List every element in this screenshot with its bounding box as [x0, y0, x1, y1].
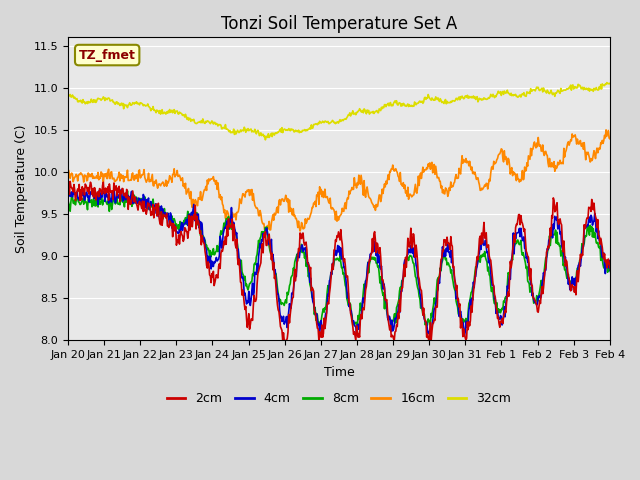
16cm	[289, 206, 297, 212]
32cm	[262, 137, 269, 143]
8cm	[353, 324, 361, 329]
4cm	[461, 333, 468, 338]
32cm	[238, 127, 246, 133]
Legend: 2cm, 4cm, 8cm, 16cm, 32cm: 2cm, 4cm, 8cm, 16cm, 32cm	[161, 387, 516, 410]
8cm	[124, 188, 131, 193]
8cm	[419, 306, 426, 312]
16cm	[450, 180, 458, 186]
4cm	[450, 270, 458, 276]
16cm	[417, 176, 425, 181]
2cm	[419, 297, 426, 302]
4cm	[268, 237, 275, 242]
8cm	[239, 271, 246, 277]
Line: 4cm: 4cm	[68, 182, 640, 336]
16cm	[132, 176, 140, 181]
Line: 32cm: 32cm	[68, 78, 640, 140]
32cm	[638, 75, 640, 81]
8cm	[451, 287, 458, 292]
Line: 2cm: 2cm	[68, 181, 640, 340]
2cm	[132, 201, 140, 206]
16cm	[238, 195, 246, 201]
Line: 8cm: 8cm	[68, 191, 640, 326]
4cm	[132, 201, 140, 206]
16cm	[262, 228, 270, 234]
8cm	[289, 265, 297, 271]
16cm	[609, 122, 617, 128]
2cm	[64, 187, 72, 192]
Text: TZ_fmet: TZ_fmet	[79, 48, 136, 61]
4cm	[289, 288, 297, 294]
2cm	[67, 179, 74, 184]
2cm	[451, 276, 458, 282]
4cm	[417, 304, 425, 310]
Title: Tonzi Soil Temperature Set A: Tonzi Soil Temperature Set A	[221, 15, 457, 33]
16cm	[268, 220, 275, 226]
32cm	[417, 99, 425, 105]
2cm	[290, 275, 298, 280]
32cm	[132, 100, 140, 106]
8cm	[268, 248, 275, 254]
X-axis label: Time: Time	[323, 366, 355, 379]
2cm	[279, 337, 287, 343]
32cm	[289, 127, 297, 132]
4cm	[239, 275, 246, 280]
4cm	[64, 184, 72, 190]
32cm	[450, 98, 458, 104]
2cm	[268, 257, 275, 263]
Y-axis label: Soil Temperature (C): Soil Temperature (C)	[15, 125, 28, 253]
32cm	[64, 93, 72, 98]
8cm	[132, 194, 140, 200]
16cm	[64, 176, 72, 181]
Line: 16cm: 16cm	[68, 125, 640, 231]
32cm	[268, 131, 275, 136]
8cm	[64, 197, 72, 203]
2cm	[239, 288, 246, 293]
4cm	[65, 180, 72, 185]
